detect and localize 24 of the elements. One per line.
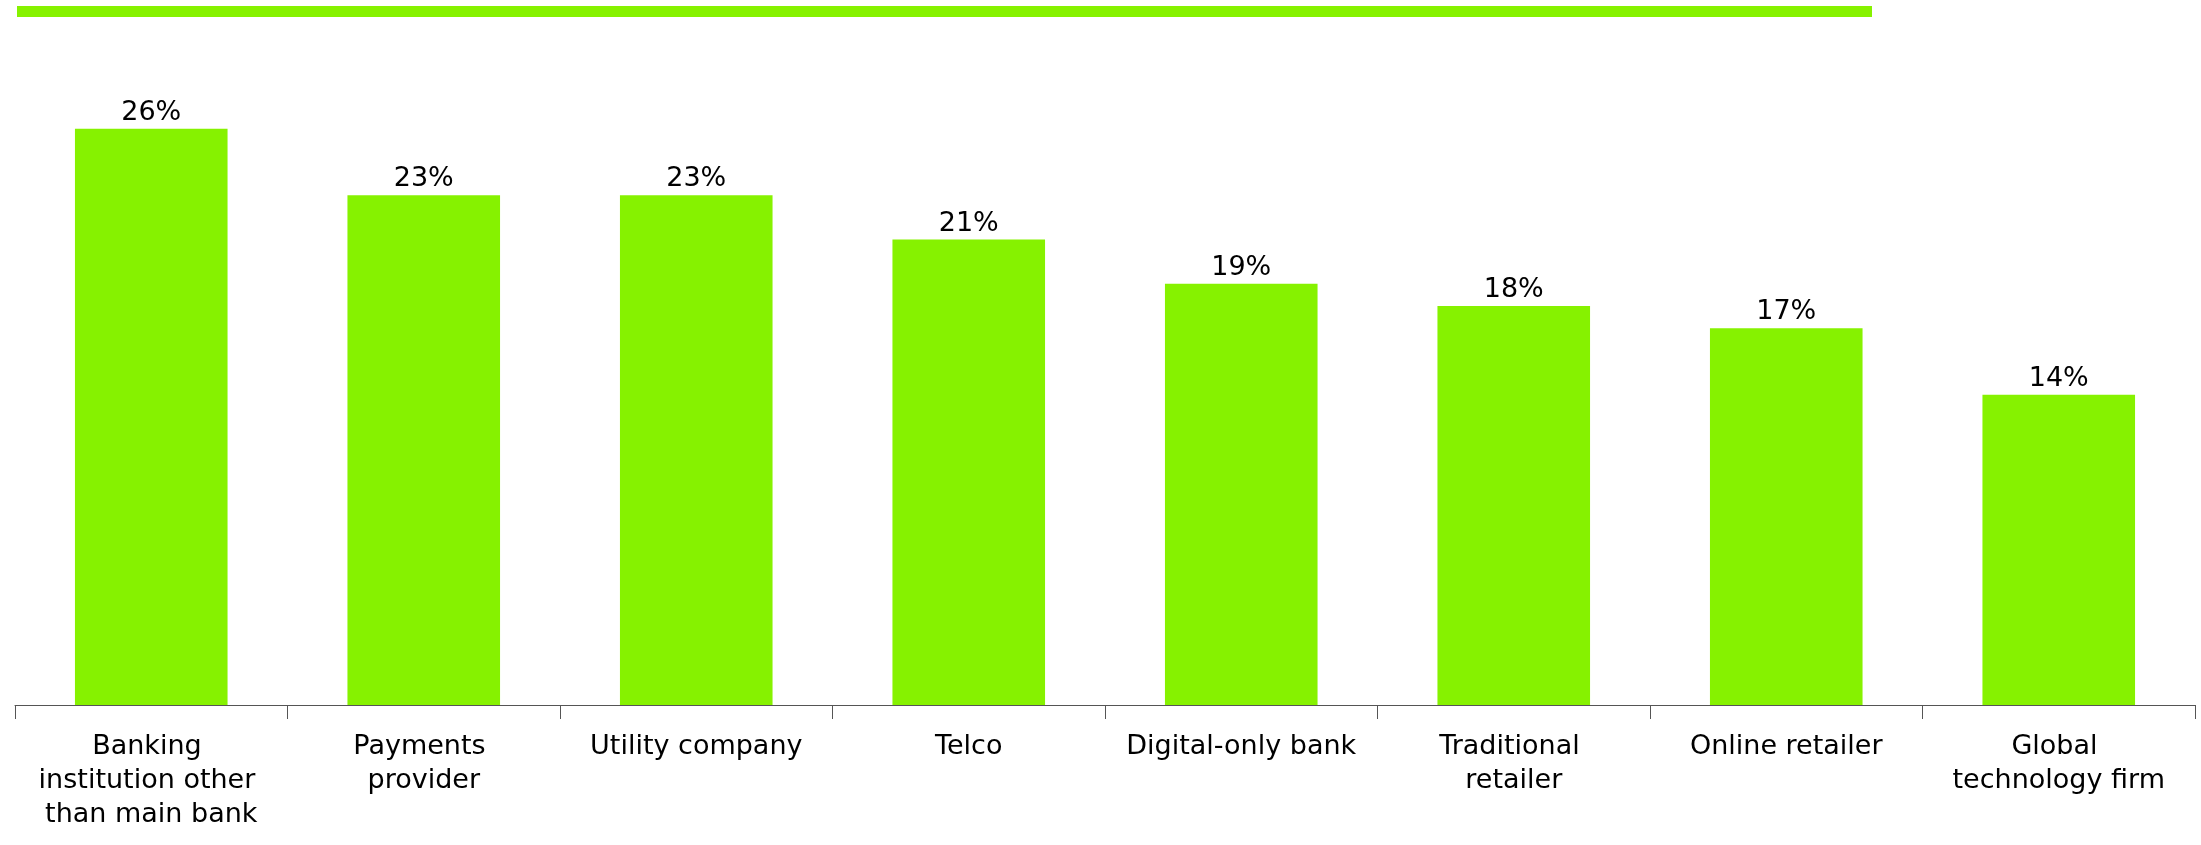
x-tick-label: Telco (934, 728, 1003, 760)
bar (619, 195, 773, 705)
x-tick-label: Digital-only bank (1126, 728, 1357, 760)
bar (1164, 283, 1318, 705)
bar (892, 239, 1046, 705)
bar (1709, 328, 1863, 705)
bar (1982, 394, 2136, 705)
bar (74, 128, 228, 705)
data-label: 26% (121, 94, 182, 126)
data-label: 17% (1756, 294, 1817, 326)
data-label: 14% (2028, 360, 2089, 392)
data-label: 23% (393, 161, 454, 193)
x-tick-label: Online retailer (1689, 728, 1884, 760)
data-label: 18% (1483, 272, 1544, 303)
x-tick-label: Payments provider (353, 728, 495, 794)
bar (1437, 306, 1591, 705)
x-tick-label: Banking institution other than main bank (38, 728, 264, 828)
data-label: 21% (938, 205, 999, 237)
x-tick-label: Utility company (590, 728, 803, 760)
data-label: 23% (666, 161, 727, 193)
bar (347, 195, 501, 705)
data-label: 19% (1211, 249, 1272, 281)
x-tick-label: Global technology firm (1952, 728, 2165, 794)
x-tick-label: Traditional retailer (1438, 728, 1589, 794)
